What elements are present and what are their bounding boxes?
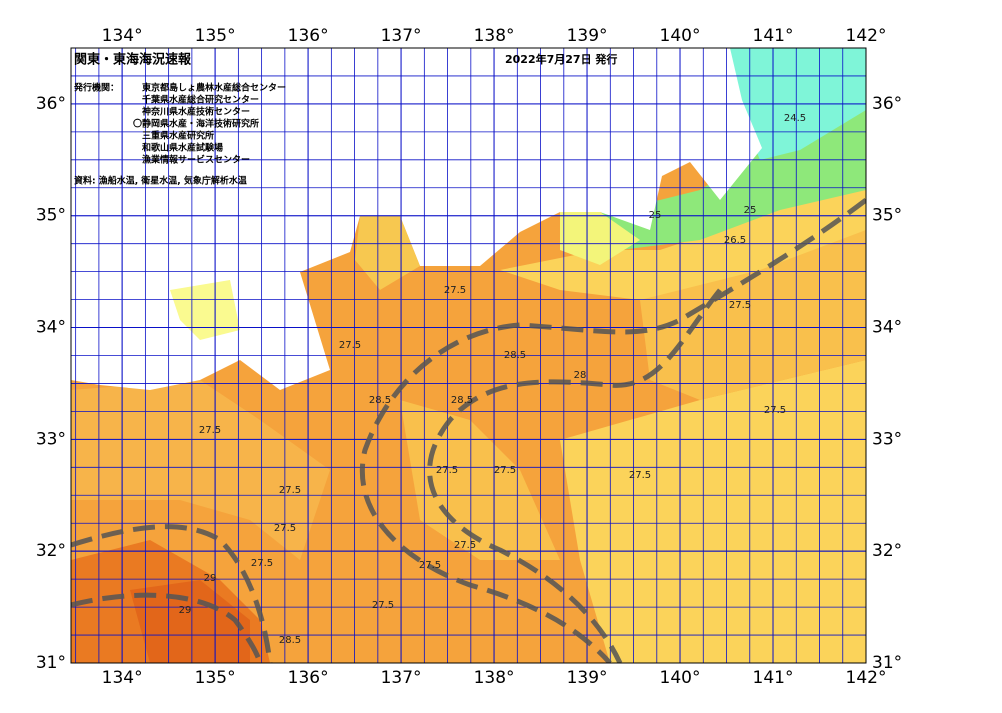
contour-label: 27.5 [629, 470, 651, 481]
frame [70, 47, 867, 664]
lat-label-left: 32° [36, 541, 66, 561]
contour-label: 27.5 [274, 523, 296, 534]
lon-label-top: 137° [381, 26, 422, 46]
bay [560, 212, 640, 265]
current-paths [71, 198, 866, 663]
agency: 〇静岡県水産・海洋技術研究所 [133, 118, 259, 130]
agency: 神奈川県水産技術センター [142, 106, 250, 118]
contour-label: 28 [574, 370, 587, 381]
map-body: 27.5 27.5 28.5 28.5 28.5 28 27.5 27.5 27.5 27.5 27… [71, 48, 866, 663]
contour-label: 27.5 [729, 300, 751, 311]
lon-label-bottom: 138° [474, 668, 515, 688]
issuers-label: 発行機関： [73, 82, 119, 94]
contour-label: 27.5 [251, 558, 273, 569]
source: 資料: 漁船水温, 衛星水温, 気象庁解析水温 [74, 175, 247, 187]
contour-label: 29 [204, 573, 217, 584]
contour-label: 27.5 [764, 405, 786, 416]
lon-label-top: 136° [288, 26, 329, 46]
current-line [71, 592, 263, 663]
sea-zone [640, 230, 866, 400]
contour-label: 29 [179, 605, 192, 616]
lat-label-left: 35° [36, 206, 66, 226]
lon-label-bottom: 135° [195, 668, 236, 688]
sea-zone [71, 380, 330, 560]
lon-label-top: 135° [195, 26, 236, 46]
contour-label: 28.5 [504, 350, 526, 361]
coastal-zone [500, 190, 866, 300]
contour-labels: 27.5 27.5 28.5 28.5 28.5 28 27.5 27.5 27.5 27.5 27… [179, 113, 807, 646]
contour-label: 27.5 [279, 485, 301, 496]
contour-label: 27.5 [454, 540, 476, 551]
lat-label-right: 34° [872, 318, 902, 338]
lon-label-bottom: 141° [753, 668, 794, 688]
lon-label-top: 138° [474, 26, 515, 46]
agency: 漁業情報サービスセンター [142, 154, 250, 166]
lat-label-right: 31° [872, 653, 902, 673]
contour-label: 27.5 [436, 465, 458, 476]
lat-label-right: 35° [872, 206, 902, 226]
contour-label: 25 [744, 205, 757, 216]
contour-label: 28.5 [279, 635, 301, 646]
lat-label-left: 36° [36, 94, 66, 114]
lon-label-bottom: 140° [660, 668, 701, 688]
agency: 千葉県水産総合研究センター [142, 94, 259, 106]
warm-zone [130, 580, 250, 663]
lat-label-right: 32° [872, 541, 902, 561]
lon-label-bottom: 136° [288, 668, 329, 688]
lon-label-bottom: 142° [846, 668, 887, 688]
current-line [71, 524, 273, 663]
lat-label-right: 36° [872, 94, 902, 114]
lon-label-top: 134° [102, 26, 143, 46]
agency: 和歌山県水産試験場 [141, 142, 223, 154]
grid [71, 48, 866, 663]
contour-label: 28.5 [451, 395, 473, 406]
contour-label: 27.5 [199, 425, 221, 436]
current-line [359, 198, 866, 663]
lat-label-right: 33° [872, 429, 902, 449]
axis-labels: 134° 134° 135° 135° 136° 136° 137° 137° 138° 138°… [36, 26, 902, 688]
lon-label-top: 140° [660, 26, 701, 46]
contour-label: 24.5 [784, 113, 806, 124]
bay [170, 280, 240, 340]
lon-label-bottom: 134° [102, 668, 143, 688]
contour-label: 28.5 [369, 395, 391, 406]
issue-date: 2022年7月27日 発行 [505, 52, 617, 66]
contour-label: 27.5 [339, 340, 361, 351]
lon-label-bottom: 139° [567, 668, 608, 688]
lat-label-left: 31° [36, 653, 66, 673]
contour-label: 27.5 [494, 465, 516, 476]
sea-zone [560, 360, 866, 663]
contour-label: 26.5 [724, 235, 746, 246]
sea-zone [400, 400, 560, 560]
lon-label-top: 139° [567, 26, 608, 46]
lon-label-top: 141° [753, 26, 794, 46]
agency: 東京都島しょ農林水産総合センター [142, 82, 286, 94]
lon-label-bottom: 137° [381, 668, 422, 688]
contour-label: 27.5 [444, 285, 466, 296]
contour-label: 27.5 [419, 560, 441, 571]
agency: 三重県水産研究所 [142, 130, 214, 142]
lat-label-left: 34° [36, 318, 66, 338]
contour-label: 25 [649, 210, 662, 221]
lon-label-top: 142° [846, 26, 887, 46]
contour-label: 27.5 [372, 600, 394, 611]
current-line [427, 288, 722, 663]
lat-label-left: 33° [36, 429, 66, 449]
title: 関東・東海海況速報 [74, 52, 192, 68]
